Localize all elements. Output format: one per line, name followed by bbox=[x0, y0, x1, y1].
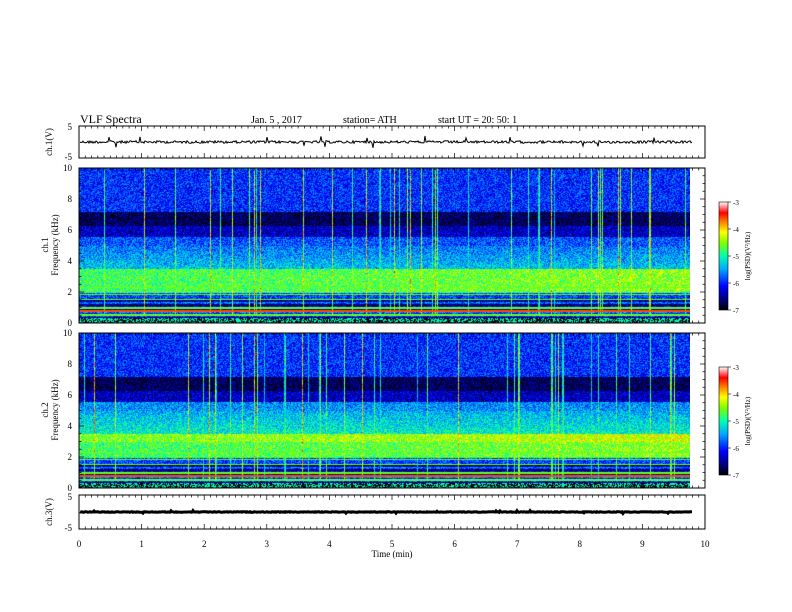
ch1-waveform-line bbox=[79, 135, 693, 148]
time-axis-ticklabel: 1 bbox=[139, 539, 144, 549]
ch3-waveform-line bbox=[79, 508, 692, 516]
time-axis-ticklabel: 0 bbox=[77, 539, 82, 549]
time-axis-ticklabel: 4 bbox=[327, 539, 332, 549]
ch1-spectrogram-ytick-label: 6 bbox=[68, 225, 73, 235]
time-axis-ticklabel: 7 bbox=[515, 539, 520, 549]
time-axis-ticklabel: 9 bbox=[640, 539, 645, 549]
ch1-colorbar-ticklabel: -3 bbox=[733, 199, 739, 207]
ch2-colorbar bbox=[718, 366, 729, 476]
time-axis-ticklabels: 0 1 2 3 4 5 6 7 8 9 10 bbox=[77, 539, 710, 549]
ch2-spectrogram-ytick-label: 10 bbox=[63, 328, 73, 338]
ch1-spectrogram-ytick-label: 2 bbox=[68, 287, 73, 297]
time-axis-ticklabel: 10 bbox=[701, 539, 711, 549]
ch2-frequency-ticklabels: 0 2 4 6 8 10 bbox=[63, 328, 73, 493]
ch1-ytick-bottom: -5 bbox=[65, 152, 73, 162]
ch1-frequency-axis-label: Frequency (kHz) bbox=[50, 214, 60, 275]
ch2-spectrogram-ytick-label: 8 bbox=[68, 359, 73, 369]
station-label: station= ATH bbox=[343, 115, 397, 126]
ch2-colorbar-ticklabel: -4 bbox=[733, 391, 739, 399]
figure-title: VLF Spectra bbox=[80, 112, 142, 126]
ch2-colorbar-ticklabel: -7 bbox=[733, 472, 739, 480]
time-axis-ticklabel: 5 bbox=[390, 539, 395, 549]
ch2-colorbar-ticklabel: -6 bbox=[733, 445, 739, 453]
ch1-frequency-ticklabels: 0 2 4 6 8 10 bbox=[63, 163, 73, 328]
ch1-spectrogram-ytick-label: 10 bbox=[63, 163, 73, 173]
ch1-spectrogram-ytick-label: 8 bbox=[68, 194, 73, 204]
ch2-colorbar-label: log(PSD)(V²/Hz) bbox=[744, 396, 752, 445]
start-time-label: start UT = 20: 50: 1 bbox=[438, 115, 517, 126]
ch2-spectrogram-ytick-label: 6 bbox=[68, 390, 73, 400]
ch2-colorbar-ticks: -3 -4 -5 -6 -7 bbox=[728, 364, 739, 480]
ch1-colorbar-ticklabel: -7 bbox=[733, 307, 739, 315]
ch2-spectrogram-channel-label: ch.2 bbox=[40, 402, 50, 417]
time-axis-ticklabel: 2 bbox=[202, 539, 207, 549]
ch1-ylabel: ch.1(V) bbox=[44, 128, 54, 156]
ch3-ylabel: ch.3(V) bbox=[44, 498, 54, 526]
ch3-ytick-bottom: -5 bbox=[65, 523, 73, 533]
time-axis-ticklabel: 6 bbox=[452, 539, 457, 549]
ch3-ytick-top: 5 bbox=[68, 492, 73, 502]
ch1-colorbar bbox=[718, 201, 729, 311]
time-axis-ticklabel: 3 bbox=[265, 539, 270, 549]
ch2-spectrogram-image bbox=[79, 333, 690, 488]
date-label: Jan. 5 , 2017 bbox=[251, 115, 302, 126]
time-axis-ticklabel: 8 bbox=[578, 539, 583, 549]
ch2-frequency-axis-label: Frequency (kHz) bbox=[50, 379, 60, 440]
time-axis-label: Time (min) bbox=[372, 549, 413, 559]
ch1-colorbar-ticklabel: -4 bbox=[733, 226, 739, 234]
ch1-waveform-panel: 5 -5 ch.1(V) bbox=[44, 122, 706, 162]
ch2-spectrogram-ytick-label: 2 bbox=[68, 452, 73, 462]
ch2-colorbar-ticklabel: -5 bbox=[733, 418, 739, 426]
ch1-colorbar-ticklabel: -5 bbox=[733, 253, 739, 261]
ch1-waveform-ticks bbox=[78, 126, 706, 158]
ch2-spectrogram-ytick-label: 4 bbox=[68, 421, 73, 431]
ch2-colorbar-ticklabel: -3 bbox=[733, 364, 739, 372]
ch1-spectrogram-ytick-label: 4 bbox=[68, 256, 73, 266]
ch1-colorbar-ticklabel: -6 bbox=[733, 280, 739, 288]
ch2-spectrogram-ytick-label: 0 bbox=[68, 483, 73, 493]
ch1-spectrogram-image bbox=[79, 168, 690, 323]
ch2-spectrogram-ticks bbox=[78, 332, 706, 489]
ch1-colorbar-label: log(PSD)(V²/Hz) bbox=[744, 231, 752, 280]
ch3-waveform-ticks bbox=[78, 495, 706, 529]
ch1-spectrogram-ticks bbox=[78, 167, 706, 324]
ch1-spectrogram-channel-label: ch.1 bbox=[40, 237, 50, 252]
ch1-spectrogram-ytick-label: 0 bbox=[68, 318, 73, 328]
ch1-colorbar-ticks: -3 -4 -5 -6 -7 bbox=[728, 199, 739, 315]
ch3-waveform-panel: 5 -5 ch.3(V) bbox=[44, 492, 706, 533]
ch1-ytick-top: 5 bbox=[68, 122, 73, 132]
